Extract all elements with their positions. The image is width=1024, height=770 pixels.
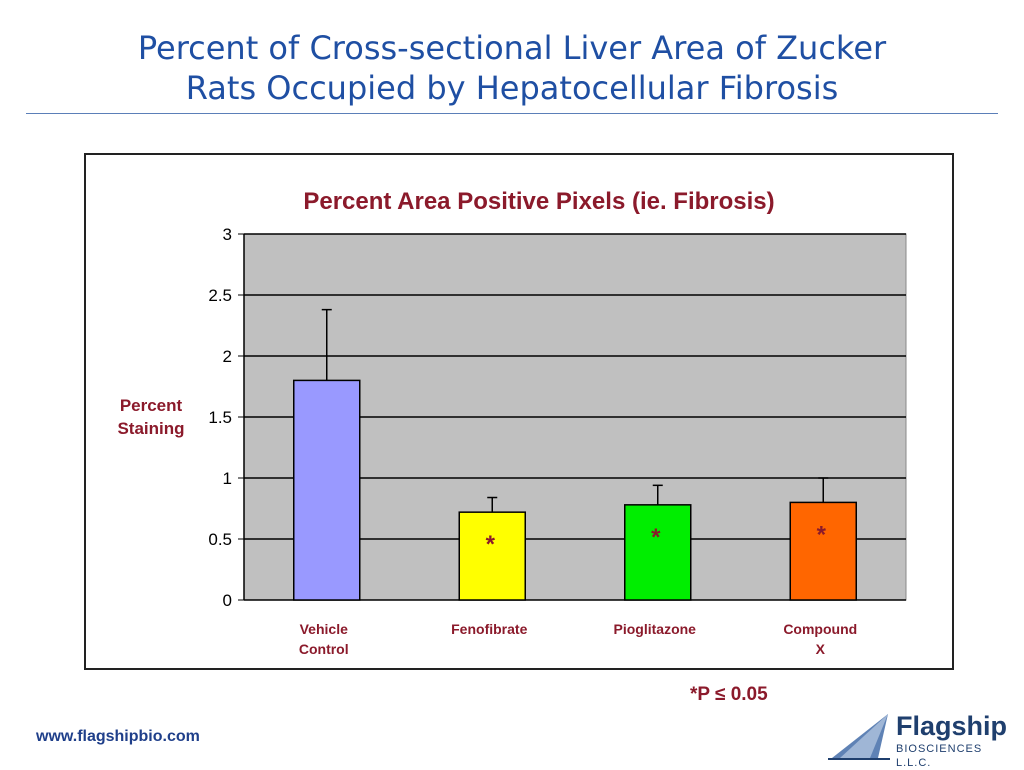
y-tick-label: 1.5 (208, 408, 232, 427)
y-tick-label: 2 (223, 347, 232, 366)
x-tick-label: Control (299, 641, 349, 657)
title-divider (26, 113, 998, 114)
logo-subtitle: BIOSCIENCES L.L.C. (896, 743, 983, 769)
chart-title: Percent Area Positive Pixels (ie. Fibros… (303, 188, 775, 215)
y-axis-label: Percent Staining (100, 394, 202, 440)
flagship-logo: Flagship BIOSCIENCES L.L.C. (826, 708, 1016, 769)
bar (458, 511, 526, 601)
bar (789, 501, 857, 601)
x-tick-label: Vehicle (300, 621, 348, 637)
logo-name: Flagship (896, 711, 1008, 741)
significance-marker: * (817, 521, 827, 548)
y-axis-label-line-1: Percent (119, 396, 183, 415)
slide-title-line-2: Rats Occupied by Hepatocellular Fibrosis (185, 69, 839, 107)
x-tick-label: Compound (783, 621, 857, 637)
y-tick-label: 2.5 (208, 286, 232, 305)
slide-title: Percent of Cross-sectional Liver Area of… (0, 28, 1024, 108)
y-tick-label: 1 (223, 469, 232, 488)
bar (293, 379, 361, 601)
significance-footnote: *P ≤ 0.05 (690, 684, 768, 705)
y-tick-label: 3 (223, 225, 232, 244)
significance-marker: * (486, 531, 496, 558)
y-tick-label: 0 (223, 591, 232, 610)
x-tick-label: X (816, 641, 826, 657)
website-link[interactable]: www.flagshipbio.com (36, 728, 200, 745)
slide-title-line-1: Percent of Cross-sectional Liver Area of… (137, 29, 887, 67)
y-axis-label-line-2: Staining (117, 419, 185, 438)
y-tick-label: 0.5 (208, 530, 232, 549)
bar (624, 504, 692, 601)
x-tick-label: Pioglitazone (614, 621, 697, 637)
x-tick-label: Fenofibrate (451, 621, 527, 637)
flagship-sail-icon (828, 714, 890, 760)
significance-marker: * (651, 524, 661, 551)
